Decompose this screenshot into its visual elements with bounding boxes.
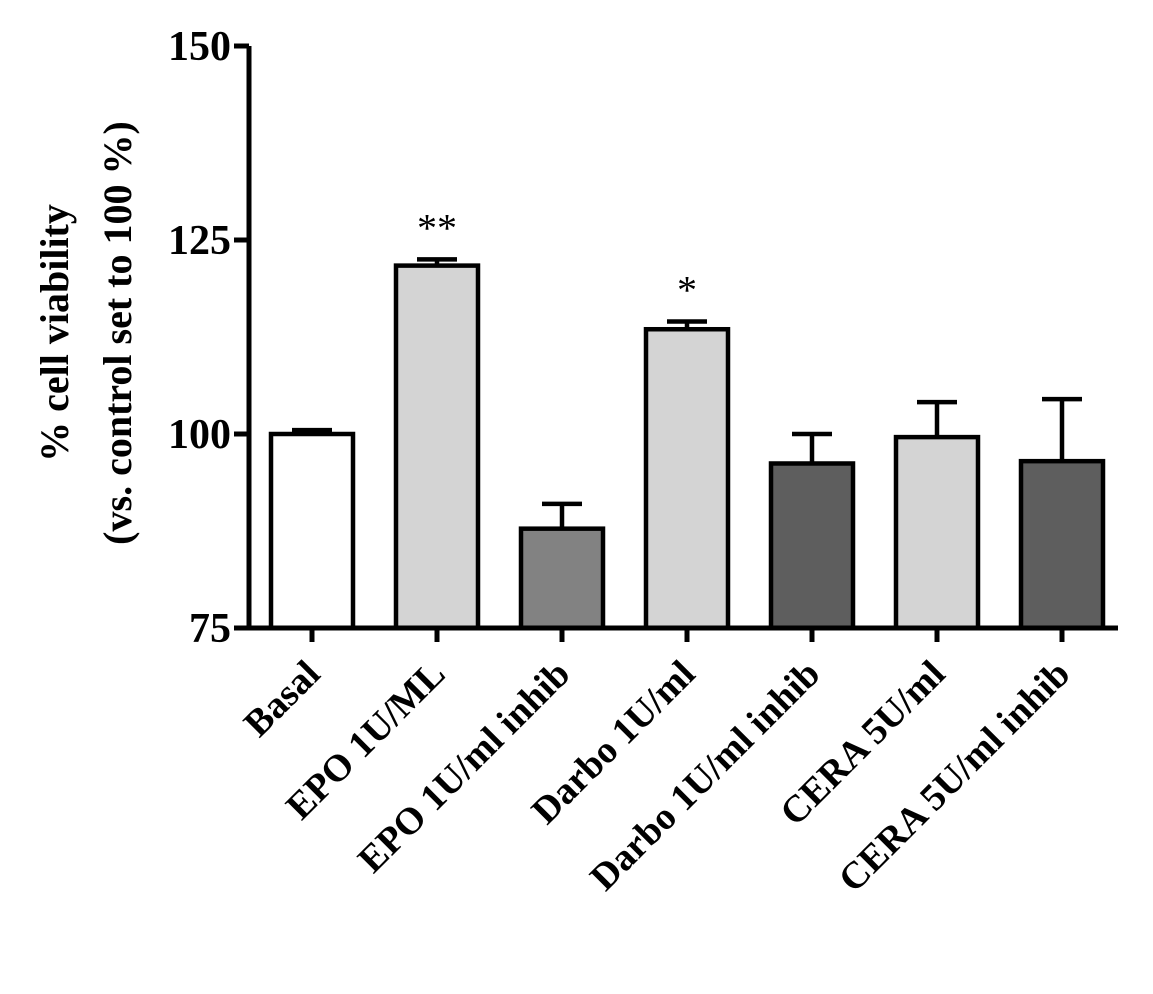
bar-5	[893, 434, 981, 631]
y-axis-title-line1: % cell viability	[32, 204, 77, 462]
y-axis-ticks: 75 100 125 150	[168, 24, 249, 652]
error-bars	[292, 257, 1082, 529]
y-tick-label-100: 100	[168, 412, 231, 458]
annotation-3: *	[677, 267, 697, 312]
bar-3	[643, 326, 731, 631]
y-tick-label-150: 150	[168, 24, 231, 70]
bar-2	[518, 526, 606, 631]
annotation-1: **	[417, 205, 457, 250]
bar-0	[268, 431, 356, 631]
significance-annotations: ***	[417, 205, 697, 312]
axes	[246, 46, 1118, 642]
y-tick-label-125: 125	[168, 218, 231, 264]
y-axis-title: % cell viability (vs. control set to 100…	[32, 121, 140, 545]
x-label-4: Darbo 1U/ml inhib	[582, 653, 828, 899]
bar-4	[768, 461, 856, 631]
x-label-2: EPO 1U/ml inhib	[350, 653, 578, 881]
x-label-0: Basal	[236, 653, 328, 745]
x-label-6: CERA 5U/ml inhib	[831, 653, 1079, 901]
y-tick-label-75: 75	[189, 606, 231, 652]
y-axis-title-line2: (vs. control set to 100 %)	[95, 121, 140, 545]
bar-6	[1018, 458, 1106, 631]
bar-1	[393, 263, 481, 631]
